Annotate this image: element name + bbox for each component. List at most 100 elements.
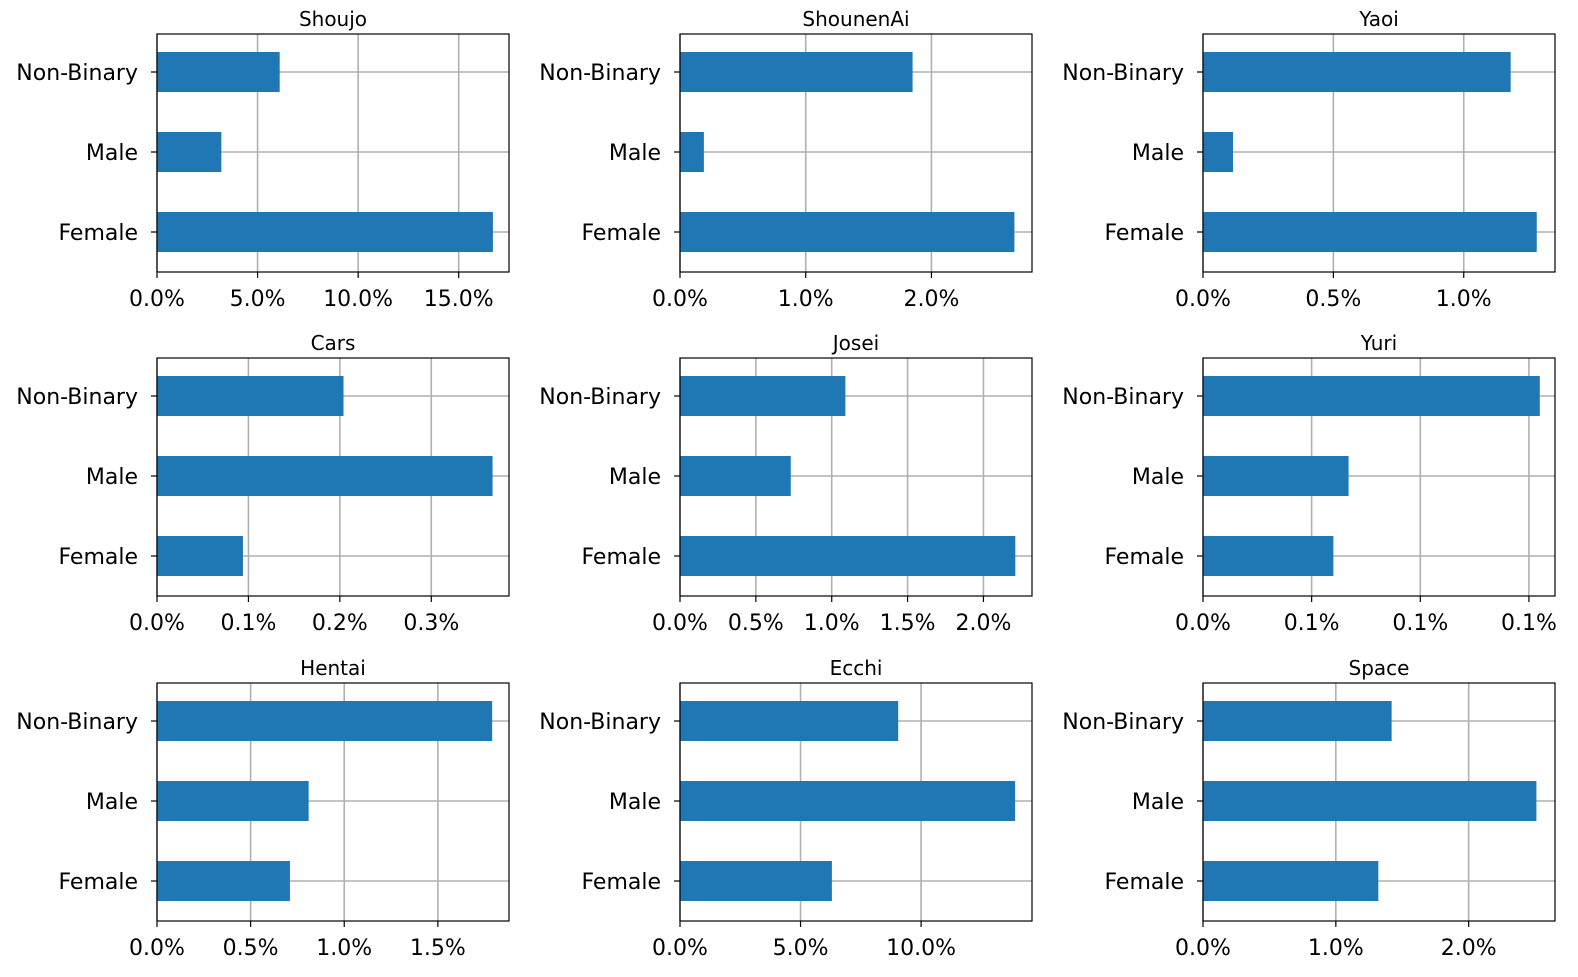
- subplot-shounenai: ShounenAi Female Male Non-Binary 0.0% 1.0% 2.0…: [539, 7, 1033, 312]
- y-tick-label: Female: [581, 221, 661, 246]
- y-tick-label: Non-Binary: [1062, 385, 1184, 410]
- subplot-title: Cars: [311, 331, 356, 355]
- x-tick-label: 10.0%: [323, 287, 393, 312]
- plot-frame: [679, 33, 1033, 273]
- bar-female: [680, 536, 1016, 576]
- x-tick-label: 0.5%: [223, 936, 279, 961]
- x-tick-label: 15.0%: [424, 287, 494, 312]
- x-tick-label: 1.5%: [880, 611, 936, 636]
- plot-frame: [1202, 357, 1556, 597]
- subplot-shoujo: Shoujo Female Male Non-Binary 0.0% 5.0% 10.0% 1…: [16, 7, 510, 312]
- bar-female: [157, 861, 290, 901]
- y-tick-label: Male: [1132, 141, 1184, 166]
- subplot-title: Josei: [831, 331, 879, 355]
- bar-female: [157, 536, 243, 576]
- x-tick-label: 1.0%: [1308, 936, 1364, 961]
- x-tick-label: 0.0%: [129, 611, 185, 636]
- y-tick-label: Female: [1104, 545, 1184, 570]
- bar-non-binary: [680, 376, 846, 416]
- y-tick-label: Male: [1132, 465, 1184, 490]
- subplot-hentai: Hentai Female Male Non-Binary 0.0% 0.5% 1.0% 1.…: [16, 656, 510, 961]
- bar-male: [157, 456, 493, 496]
- bar-non-binary: [680, 52, 913, 92]
- y-tick-label: Female: [58, 870, 138, 895]
- subplot-cars: Cars Female Male Non-Binary 0.0% 0.1% 0.2% 0.3%: [16, 331, 510, 636]
- plot-frame: [156, 357, 510, 597]
- y-tick-label: Non-Binary: [1062, 61, 1184, 86]
- bar-male: [680, 132, 704, 172]
- plot-frame: [156, 682, 510, 922]
- subplot-josei: Josei Female Male Non-Binary 0.0% 0.5% 1.0% 1.5…: [539, 331, 1033, 636]
- x-tick-label: 0.0%: [1175, 936, 1231, 961]
- bar-non-binary: [1203, 376, 1540, 416]
- subplot-title: ShounenAi: [802, 7, 909, 31]
- y-tick-label: Male: [86, 465, 138, 490]
- bar-male: [1203, 456, 1349, 496]
- y-tick-label: Non-Binary: [539, 61, 661, 86]
- subplot-title: Ecchi: [830, 656, 883, 680]
- plot-frame: [679, 682, 1033, 922]
- x-tick-label: 5.0%: [230, 287, 286, 312]
- bar-non-binary: [157, 376, 344, 416]
- x-tick-label: 0.0%: [652, 287, 708, 312]
- y-tick-label: Non-Binary: [16, 710, 138, 735]
- x-tick-label: 0.0%: [1175, 611, 1231, 636]
- x-tick-label: 0.1%: [1392, 611, 1448, 636]
- subplot-title: Yuri: [1360, 331, 1397, 355]
- y-tick-label: Female: [58, 221, 138, 246]
- bar-male: [157, 132, 222, 172]
- bar-non-binary: [157, 701, 493, 741]
- x-tick-label: 0.0%: [652, 611, 708, 636]
- y-tick-label: Female: [1104, 221, 1184, 246]
- bar-female: [157, 212, 493, 252]
- y-tick-label: Male: [86, 790, 138, 815]
- y-tick-label: Male: [609, 465, 661, 490]
- plot-frame: [1202, 682, 1556, 922]
- subplot-title: Hentai: [300, 656, 366, 680]
- y-tick-label: Male: [609, 141, 661, 166]
- y-tick-label: Female: [1104, 870, 1184, 895]
- y-tick-label: Non-Binary: [16, 385, 138, 410]
- y-tick-label: Female: [581, 870, 661, 895]
- bar-non-binary: [1203, 701, 1392, 741]
- x-tick-label: 0.1%: [1501, 611, 1557, 636]
- y-tick-label: Non-Binary: [539, 385, 661, 410]
- bar-male: [1203, 132, 1233, 172]
- x-tick-label: 10.0%: [886, 936, 956, 961]
- subplot-yuri: Yuri Female Male Non-Binary 0.0% 0.1% 0.1% 0.1%: [1062, 331, 1557, 636]
- bar-male: [1203, 781, 1537, 821]
- subplot-title: Space: [1349, 656, 1410, 680]
- bar-non-binary: [157, 52, 280, 92]
- subplot-title: Shoujo: [299, 7, 367, 31]
- x-tick-label: 0.5%: [1305, 287, 1361, 312]
- plot-frame: [156, 33, 510, 273]
- plot-frame: [1202, 33, 1556, 273]
- x-tick-label: 1.0%: [1436, 287, 1492, 312]
- plot-frame: [679, 357, 1033, 597]
- bar-female: [680, 212, 1015, 252]
- x-tick-label: 1.5%: [410, 936, 466, 961]
- y-tick-label: Non-Binary: [539, 710, 661, 735]
- subplot-title: Yaoi: [1358, 7, 1399, 31]
- bar-non-binary: [1203, 52, 1511, 92]
- bar-female: [1203, 536, 1334, 576]
- subplot-yaoi: Yaoi Female Male Non-Binary 0.0% 0.5% 1.0%: [1062, 7, 1556, 312]
- x-tick-label: 0.0%: [129, 936, 185, 961]
- bar-non-binary: [680, 701, 899, 741]
- x-tick-label: 5.0%: [773, 936, 829, 961]
- x-tick-label: 2.0%: [955, 611, 1011, 636]
- x-tick-label: 0.1%: [220, 611, 276, 636]
- subplot-space: Space Female Male Non-Binary 0.0% 1.0% 2.0%: [1062, 656, 1556, 961]
- bar-female: [1203, 861, 1379, 901]
- bar-male: [157, 781, 309, 821]
- y-tick-label: Female: [58, 545, 138, 570]
- x-tick-label: 0.0%: [1175, 287, 1231, 312]
- x-tick-label: 0.1%: [1284, 611, 1340, 636]
- x-tick-label: 2.0%: [1441, 936, 1497, 961]
- y-tick-label: Male: [1132, 790, 1184, 815]
- x-tick-label: 0.2%: [312, 611, 368, 636]
- x-tick-label: 2.0%: [903, 287, 959, 312]
- y-tick-label: Female: [581, 545, 661, 570]
- subplot-ecchi: Ecchi Female Male Non-Binary 0.0% 5.0% 10.0%: [539, 656, 1033, 961]
- x-tick-label: 1.0%: [804, 611, 860, 636]
